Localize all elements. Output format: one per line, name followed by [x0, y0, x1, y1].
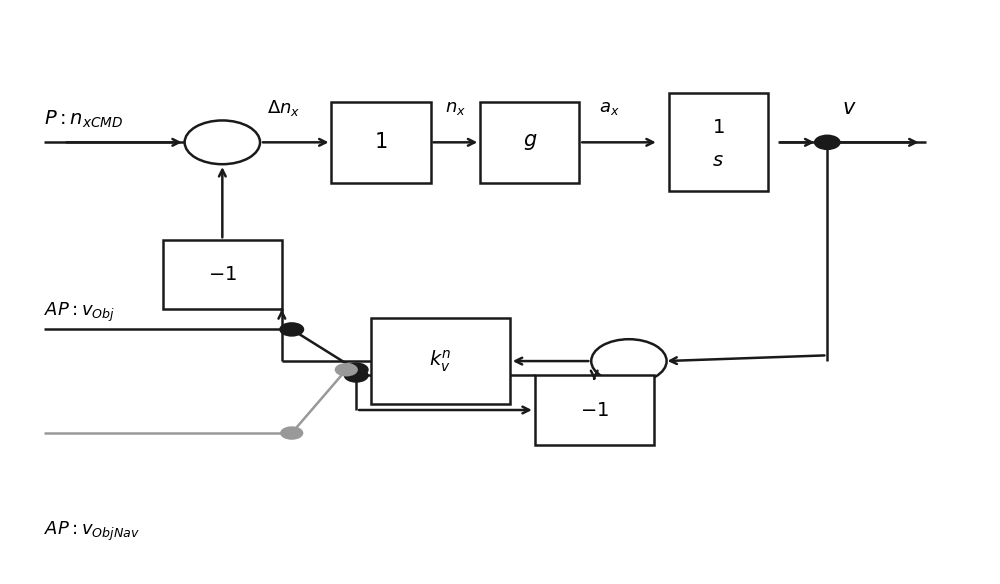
Text: $v$: $v$: [842, 98, 857, 118]
Text: $n_x$: $n_x$: [445, 99, 466, 117]
Text: $g$: $g$: [523, 133, 537, 152]
Circle shape: [335, 363, 358, 377]
Circle shape: [280, 426, 303, 440]
Bar: [535, 376, 654, 444]
Text: $AP:v_{Obj}$: $AP:v_{Obj}$: [44, 301, 115, 324]
Circle shape: [279, 322, 304, 336]
Text: $\Delta n_x$: $\Delta n_x$: [267, 98, 300, 118]
Text: $a_x$: $a_x$: [599, 99, 620, 117]
Bar: [331, 102, 431, 183]
Text: $1$: $1$: [374, 133, 388, 152]
Text: $P:n_{xCMD}$: $P:n_{xCMD}$: [44, 109, 123, 130]
Bar: [371, 318, 510, 404]
Bar: [480, 102, 579, 183]
Circle shape: [591, 339, 667, 383]
Circle shape: [185, 120, 260, 164]
Circle shape: [814, 134, 841, 150]
Text: $s$: $s$: [712, 151, 724, 171]
Text: $-1$: $-1$: [580, 401, 609, 419]
Circle shape: [344, 363, 369, 377]
Bar: [669, 93, 768, 191]
Circle shape: [344, 369, 369, 383]
Bar: [163, 240, 282, 310]
Text: $-1$: $-1$: [208, 265, 237, 284]
Text: $AP:v_{ObjNav}$: $AP:v_{ObjNav}$: [44, 519, 140, 543]
Text: $k_v^n$: $k_v^n$: [429, 348, 452, 374]
Text: $1$: $1$: [712, 119, 724, 137]
